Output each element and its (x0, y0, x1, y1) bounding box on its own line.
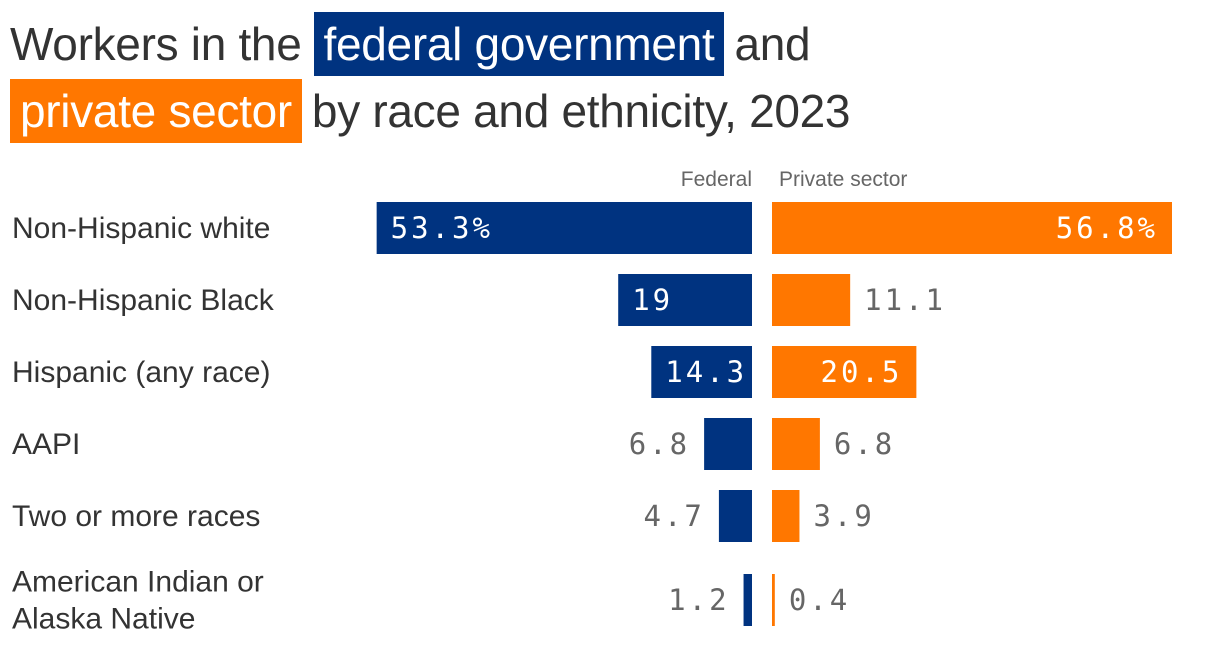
bar-federal (651, 346, 752, 398)
category-label: Hispanic (any race) (12, 356, 270, 389)
data-label-federal: 19 (632, 283, 673, 317)
data-label-private: 3.9 (813, 499, 874, 533)
chart-title-line-2: private sector by race and ethnicity, 202… (10, 79, 851, 143)
data-label-federal: 53.3% (391, 211, 493, 245)
bar-private (772, 418, 820, 470)
bar-federal (376, 202, 752, 254)
data-label-private: 20.5 (821, 355, 903, 389)
category-label: Non-Hispanic Black (12, 284, 275, 317)
title-suffix: by race and ethnicity, 2023 (311, 85, 851, 137)
category-label: Alaska Native (12, 603, 195, 636)
data-label-federal: 6.8 (629, 427, 690, 461)
series-label-federal: Federal (681, 168, 752, 191)
bar-private (772, 274, 851, 326)
bar-private (772, 574, 775, 626)
bar-federal (704, 418, 752, 470)
data-label-federal: 1.2 (668, 583, 729, 617)
data-label-private: 56.8% (1056, 211, 1158, 245)
data-label-private: 0.4 (789, 583, 850, 617)
title-connector: and (734, 18, 811, 70)
series-label-private: Private sector (779, 168, 907, 191)
data-label-private: 6.8 (834, 427, 895, 461)
title-highlight-private: private sector (10, 79, 302, 143)
bar-private (772, 202, 1172, 254)
category-label: Non-Hispanic white (12, 212, 270, 245)
title-highlight-federal: federal government (313, 12, 725, 76)
bar-private (772, 490, 800, 542)
category-label: Two or more races (12, 500, 260, 533)
title-prefix: Workers in the (10, 18, 302, 70)
bar-private (772, 346, 917, 398)
bar-federal (718, 490, 752, 542)
data-label-private: 11.1 (864, 283, 946, 317)
data-label-federal: 14.3 (665, 355, 747, 389)
bar-federal (743, 574, 752, 626)
chart-title-line-1: Workers in the federal government and (10, 12, 811, 76)
bar-federal (618, 274, 752, 326)
category-label: AAPI (12, 428, 80, 461)
data-label-federal: 4.7 (644, 499, 705, 533)
category-label: American Indian or (12, 566, 264, 599)
